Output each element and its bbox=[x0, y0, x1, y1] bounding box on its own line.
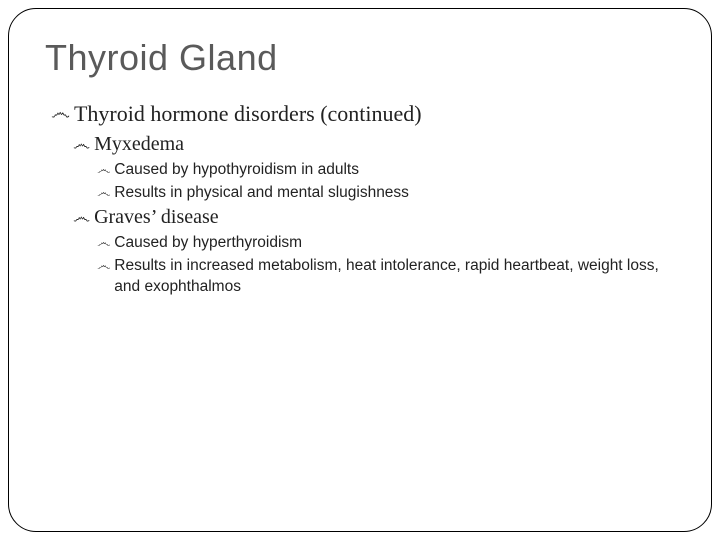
subheading-text: Graves’ disease bbox=[94, 206, 219, 229]
point-line: ෴ Results in physical and mental slugish… bbox=[97, 183, 675, 203]
bullet-icon: ෴ bbox=[73, 206, 90, 229]
bullet-icon: ෴ bbox=[97, 183, 110, 202]
subheading-text: Myxedema bbox=[94, 133, 184, 156]
bullet-icon: ෴ bbox=[51, 101, 70, 125]
slide-title: Thyroid Gland bbox=[45, 37, 675, 79]
bullet-icon: ෴ bbox=[97, 160, 110, 179]
point-text: Caused by hypothyroidism in adults bbox=[114, 160, 369, 180]
slide-frame: Thyroid Gland ෴ Thyroid hormone disorder… bbox=[8, 8, 712, 532]
bullet-icon: ෴ bbox=[97, 256, 110, 275]
point-line: ෴ Results in increased metabolism, heat … bbox=[97, 256, 675, 296]
point-text: Results in physical and mental slugishne… bbox=[114, 183, 419, 203]
point-line: ෴ Caused by hypothyroidism in adults bbox=[97, 160, 675, 180]
point-text: Caused by hyperthyroidism bbox=[114, 233, 312, 253]
subheading-line: ෴ Graves’ disease bbox=[73, 206, 675, 229]
heading-line: ෴ Thyroid hormone disorders (continued) bbox=[51, 101, 675, 127]
bullet-icon: ෴ bbox=[97, 233, 110, 252]
heading-text: Thyroid hormone disorders (continued) bbox=[74, 101, 422, 127]
subheading-line: ෴ Myxedema bbox=[73, 133, 675, 156]
point-line: ෴ Caused by hyperthyroidism bbox=[97, 233, 675, 253]
bullet-icon: ෴ bbox=[73, 133, 90, 156]
point-text: Results in increased metabolism, heat in… bbox=[114, 256, 675, 296]
